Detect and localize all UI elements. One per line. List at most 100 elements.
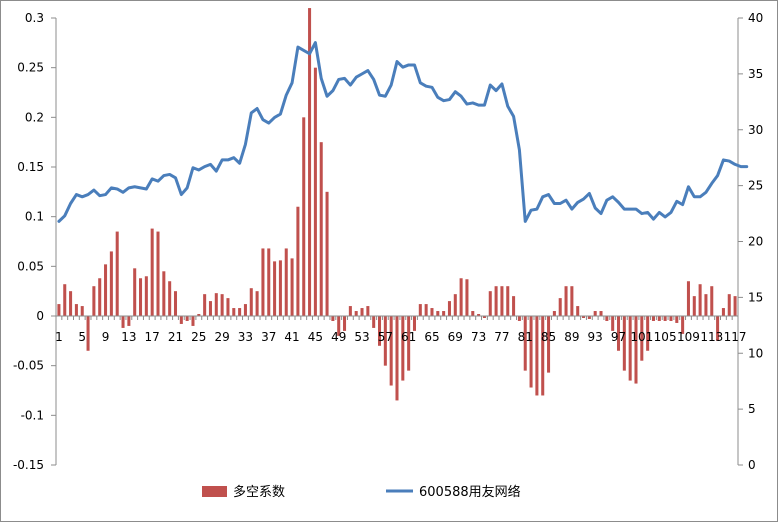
bar	[535, 316, 539, 396]
x-tick-label: 13	[121, 330, 136, 344]
bar	[69, 291, 73, 316]
right-tick-label: 35	[748, 67, 763, 81]
bar	[710, 286, 714, 316]
bar	[424, 304, 428, 316]
bar	[558, 298, 562, 316]
bar	[331, 316, 335, 321]
bar	[80, 306, 84, 316]
bar	[552, 311, 556, 316]
bar	[704, 294, 708, 316]
x-tick-label: 1	[55, 330, 63, 344]
bar	[232, 308, 236, 316]
legend-swatch-bar	[202, 486, 227, 497]
bar	[517, 316, 521, 321]
bar	[249, 288, 253, 316]
left-tick-label: 0.25	[17, 61, 44, 75]
bar	[273, 261, 277, 316]
bar	[733, 296, 737, 316]
bar	[337, 316, 341, 336]
bar	[488, 291, 492, 316]
bar	[168, 281, 172, 316]
bar	[133, 268, 137, 316]
x-tick-label: 53	[354, 330, 369, 344]
x-tick-label: 89	[564, 330, 579, 344]
bar	[698, 284, 702, 316]
x-tick-label: 85	[541, 330, 556, 344]
x-tick-label: 45	[308, 330, 323, 344]
bar	[681, 316, 685, 334]
bar	[541, 316, 545, 396]
x-tick-label: 117	[724, 330, 747, 344]
bar	[348, 306, 352, 316]
bar	[506, 286, 510, 316]
x-tick-label: 77	[494, 330, 509, 344]
bar	[220, 294, 224, 316]
legend-label-bar: 多空系数	[233, 484, 285, 500]
x-tick-label: 61	[401, 330, 416, 344]
right-tick-label: 0	[748, 458, 756, 472]
bar	[343, 316, 347, 331]
bar	[570, 286, 574, 316]
x-tick-label: 81	[518, 330, 533, 344]
left-tick-label: 0.1	[25, 210, 44, 224]
bar	[127, 316, 131, 326]
left-tick-label: -0.15	[13, 458, 44, 472]
bar	[86, 316, 90, 351]
bar	[121, 316, 125, 328]
left-tick-label: 0.15	[17, 160, 44, 174]
bar	[587, 316, 591, 319]
x-tick-label: 9	[102, 330, 110, 344]
bar	[104, 264, 108, 316]
bar	[646, 316, 650, 351]
bar	[109, 251, 113, 316]
bar	[63, 284, 67, 316]
bar	[360, 308, 364, 316]
x-tick-label: 5	[78, 330, 86, 344]
bar	[442, 311, 446, 316]
bar	[675, 316, 679, 323]
bar	[243, 304, 247, 316]
legend-label-line: 600588用友网络	[419, 484, 521, 500]
left-tick-label: -0.1	[21, 408, 44, 422]
bar	[529, 316, 533, 388]
x-tick-label: 97	[611, 330, 626, 344]
bar	[162, 271, 166, 316]
bar	[494, 286, 498, 316]
x-tick-label: 29	[214, 330, 229, 344]
bar	[622, 316, 626, 371]
bar	[477, 314, 481, 316]
bar	[459, 278, 463, 316]
right-tick-label: 30	[748, 123, 763, 137]
bar	[185, 316, 189, 321]
bar	[436, 311, 440, 316]
bar	[721, 308, 725, 316]
bar	[727, 294, 731, 316]
left-tick-label: 0.05	[17, 259, 44, 273]
bar	[173, 291, 178, 316]
bar	[512, 296, 516, 316]
bar	[482, 316, 486, 318]
x-tick-label: 33	[238, 330, 253, 344]
bar	[395, 316, 399, 401]
bar	[214, 293, 218, 316]
bar	[261, 248, 265, 316]
bar	[203, 294, 207, 316]
bar	[430, 308, 434, 316]
x-tick-label: 41	[284, 330, 299, 344]
bar	[663, 316, 667, 321]
bar	[616, 316, 621, 351]
bar	[564, 286, 568, 316]
x-tick-label: 73	[471, 330, 486, 344]
bar	[657, 316, 661, 321]
bar	[412, 316, 416, 331]
bar	[308, 8, 312, 316]
bar	[255, 291, 259, 316]
x-tick-label: 49	[331, 330, 346, 344]
bar	[692, 296, 696, 316]
bar	[716, 316, 720, 341]
bar	[389, 316, 393, 386]
left-tick-label: -0.05	[13, 359, 44, 373]
bar	[547, 316, 551, 373]
bar	[372, 316, 376, 328]
bar	[453, 294, 457, 316]
